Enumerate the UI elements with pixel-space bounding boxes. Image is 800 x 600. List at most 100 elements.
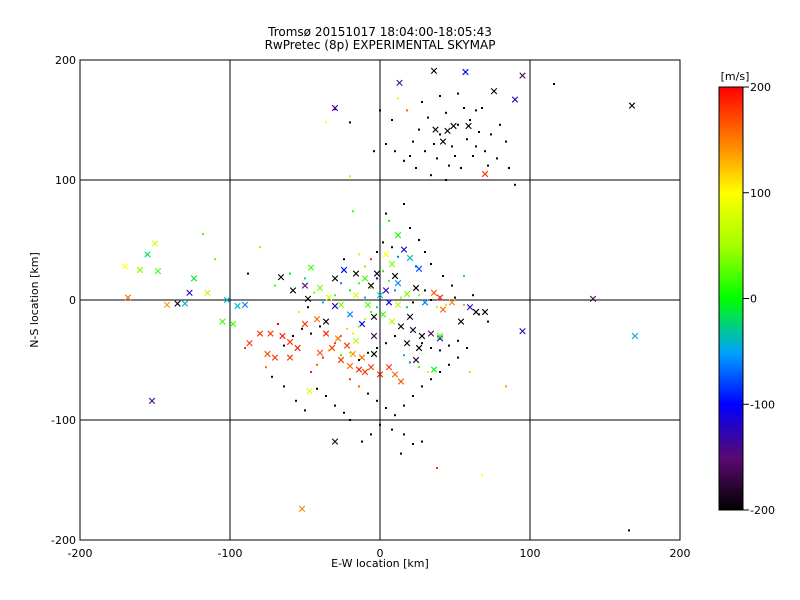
data-point-dot [457,339,459,342]
data-point-cross [313,316,321,323]
data-point-cross [286,338,294,346]
data-point-dot [316,387,318,390]
data-point-dot [385,407,387,409]
data-point-dot [376,399,378,402]
data-point-cross [394,301,402,308]
colorbar-ticks: 200 100 0 -100 -200 [743,81,775,517]
data-point-dot [466,347,468,349]
data-point-cross [367,364,375,371]
data-point-dot [307,306,309,309]
data-point-dot [370,433,372,436]
data-point-cross [358,320,366,328]
data-point-cross [388,318,396,325]
data-point-dot [445,111,447,114]
data-point-cross [289,287,297,294]
data-point-dot [388,219,390,222]
data-point-dot [430,263,432,265]
data-point-cross [301,282,309,289]
data-point-dot [442,275,444,277]
data-point-dot [244,347,246,349]
x-tick-label: -100 [218,547,243,560]
data-point-cross [174,300,181,307]
data-point-cross [267,330,274,337]
data-point-dot [487,320,489,323]
data-point-cross [397,323,405,330]
data-point-dot [325,121,327,124]
x-axis-label: E-W location [km] [331,557,429,570]
data-point-cross [406,313,414,320]
data-point-cross [337,356,345,364]
data-point-dot [439,133,441,136]
data-point-dot [430,299,432,301]
data-point-dot [316,363,318,366]
data-point-dot [382,241,384,244]
data-point-dot [277,323,279,325]
data-point-dot [430,378,432,381]
data-point-cross [352,292,360,299]
data-point-cross [490,88,498,95]
data-point-cross [334,335,342,342]
data-point-cross [358,354,366,361]
data-point-dot [412,301,414,304]
data-point-cross [436,335,444,342]
data-point-dot [406,306,408,309]
data-point-dot [376,306,378,309]
data-point-cross [370,350,378,358]
data-point-dot [322,356,324,359]
data-point-dot [496,157,498,160]
data-point-dot [214,258,216,261]
data-point-cross [322,330,330,337]
data-point-dot [364,296,366,299]
data-point-cross [148,397,156,404]
data-point-dot [460,167,462,169]
data-point-dot [271,375,273,378]
data-point-cross [346,311,354,318]
data-point-dot [472,294,474,297]
data-point-dot [301,327,303,330]
data-point-dot [313,291,315,294]
data-point-dot [418,128,420,131]
data-point-dot [469,371,471,373]
data-point-dot [367,351,369,354]
data-point-cross [352,270,360,277]
data-points [121,67,639,532]
data-point-dot [454,296,456,299]
data-point-cross [481,170,489,178]
data-point-cross [121,263,129,270]
data-point-dot [388,279,390,282]
data-point-dot [283,385,285,388]
data-point-dot [382,270,384,273]
data-point-dot [403,354,405,357]
data-point-cross [306,388,313,395]
data-point-dot [418,366,420,369]
data-point-dot [508,167,510,169]
data-point-cross [340,266,348,274]
chart-subtitle: RwPretec (8p) EXPERIMENTAL SKYMAP [264,38,496,52]
data-point-dot [349,289,351,292]
data-point-cross [403,340,411,347]
data-point-dot [391,246,393,249]
data-point-dot [358,282,360,285]
data-point-cross [307,264,315,271]
data-point-cross [444,127,451,134]
data-point-cross [346,362,354,370]
data-point-cross [343,342,351,349]
data-point-dot [289,272,291,275]
data-point-cross [396,79,403,86]
data-point-cross [163,301,171,308]
data-point-cross [367,282,375,289]
data-point-cross [325,294,333,301]
data-point-dot [319,325,321,328]
data-point-dot [436,306,438,309]
data-point-dot [457,356,459,359]
data-point-dot [394,289,396,292]
data-point-cross [204,289,211,296]
data-point-dot [478,131,480,133]
data-point-cross [430,289,438,296]
data-point-dot [418,294,420,297]
data-point-dot [463,107,465,109]
data-point-dot [448,363,450,366]
y-tick-label: 100 [55,174,76,187]
data-point-dot [481,107,483,109]
data-point-cross [337,301,345,308]
